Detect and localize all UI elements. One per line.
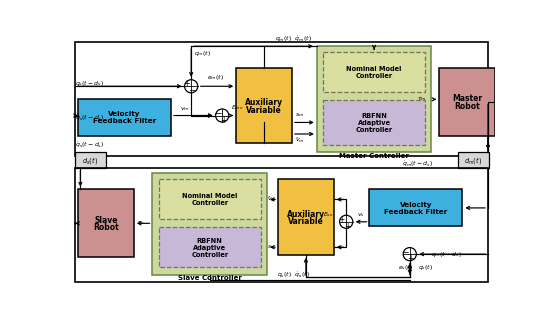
Text: $\tau_m$: $\tau_m$ bbox=[417, 95, 427, 103]
Text: Nominal Model: Nominal Model bbox=[182, 193, 238, 199]
Text: Robot: Robot bbox=[93, 223, 119, 232]
Circle shape bbox=[216, 109, 229, 122]
Text: $v_s$: $v_s$ bbox=[357, 211, 365, 219]
Text: $e_s(t)$: $e_s(t)$ bbox=[398, 263, 412, 272]
Text: $d_m(t)$: $d_m(t)$ bbox=[464, 155, 482, 166]
Bar bbox=[158, 227, 261, 267]
Text: −: − bbox=[214, 109, 221, 118]
Text: $q_m(t)$  $\dot{q}_m(t)$: $q_m(t)$ $\dot{q}_m(t)$ bbox=[275, 34, 312, 44]
Circle shape bbox=[339, 215, 353, 228]
Text: Robot: Robot bbox=[454, 102, 480, 111]
Text: Velocity: Velocity bbox=[108, 111, 141, 117]
Text: $q_m(t)$: $q_m(t)$ bbox=[194, 49, 211, 58]
Text: RBFNN: RBFNN bbox=[361, 113, 387, 119]
Bar bbox=[75, 168, 488, 282]
Text: +: + bbox=[408, 254, 414, 263]
Text: $v_m$: $v_m$ bbox=[180, 105, 190, 113]
Text: $q_m(t-d_s)$: $q_m(t-d_s)$ bbox=[431, 250, 463, 259]
Text: $e_m(t)$: $e_m(t)$ bbox=[207, 73, 224, 82]
Bar bbox=[439, 68, 495, 135]
Text: $s_m$: $s_m$ bbox=[295, 111, 304, 119]
Bar bbox=[458, 152, 489, 168]
Text: $q_s(t-d_s)$: $q_s(t-d_s)$ bbox=[75, 79, 104, 88]
Text: −: − bbox=[188, 86, 196, 95]
Bar bbox=[323, 52, 425, 92]
Text: Feedback Filter: Feedback Filter bbox=[93, 118, 156, 124]
Circle shape bbox=[185, 80, 198, 93]
Text: Feedback Filter: Feedback Filter bbox=[384, 209, 448, 215]
Text: Master Controller: Master Controller bbox=[339, 152, 409, 159]
Circle shape bbox=[403, 247, 416, 261]
Text: −: − bbox=[402, 247, 409, 256]
Bar bbox=[152, 173, 267, 275]
Bar bbox=[236, 68, 292, 143]
Text: $E_{sv}$: $E_{sv}$ bbox=[323, 210, 334, 219]
Bar bbox=[75, 42, 488, 156]
Text: Auxiliary: Auxiliary bbox=[287, 210, 325, 219]
Text: Velocity: Velocity bbox=[400, 202, 432, 208]
Text: Controller: Controller bbox=[355, 127, 393, 133]
Text: $\hat{v}_m$: $\hat{v}_m$ bbox=[295, 135, 305, 145]
Text: $\dot{q}_s(t-d_s)$: $\dot{q}_s(t-d_s)$ bbox=[75, 140, 104, 150]
Bar bbox=[323, 100, 425, 145]
Text: Auxiliary: Auxiliary bbox=[245, 98, 283, 107]
Text: $\dot{q}_s(t-d_s)$: $\dot{q}_s(t-d_s)$ bbox=[75, 114, 104, 123]
Bar bbox=[75, 152, 106, 168]
Text: Master: Master bbox=[452, 94, 482, 103]
Text: $\dot{q}_m(t-d_s)$: $\dot{q}_m(t-d_s)$ bbox=[402, 160, 433, 169]
Bar bbox=[78, 99, 171, 135]
Bar bbox=[370, 189, 463, 226]
Text: $q_s(t)$  $\dot{q}_s(t)$: $q_s(t)$ $\dot{q}_s(t)$ bbox=[277, 270, 310, 280]
Text: Slave Controller: Slave Controller bbox=[178, 275, 242, 281]
Text: $E_{mv}$: $E_{mv}$ bbox=[231, 104, 244, 112]
Text: +: + bbox=[338, 215, 345, 224]
Text: Variable: Variable bbox=[288, 217, 324, 226]
Text: RBFNN: RBFNN bbox=[197, 238, 223, 244]
Text: $d_s(t)$: $d_s(t)$ bbox=[82, 155, 98, 166]
Text: Controller: Controller bbox=[355, 73, 393, 79]
Bar bbox=[317, 46, 431, 152]
Text: $s_s$: $s_s$ bbox=[267, 243, 275, 251]
Text: Adaptive: Adaptive bbox=[358, 120, 390, 126]
Text: Adaptive: Adaptive bbox=[193, 245, 227, 251]
Text: $\tau_s$: $\tau_s$ bbox=[137, 219, 145, 227]
Text: +: + bbox=[183, 80, 190, 89]
Text: +: + bbox=[220, 116, 226, 125]
Text: Slave: Slave bbox=[94, 216, 118, 225]
Text: $q_s(t)$: $q_s(t)$ bbox=[417, 263, 433, 272]
Text: +: + bbox=[344, 222, 350, 231]
Text: $\hat{v}_s$: $\hat{v}_s$ bbox=[267, 195, 275, 204]
Text: Controller: Controller bbox=[191, 200, 228, 206]
Bar bbox=[158, 179, 261, 220]
Text: Controller: Controller bbox=[191, 252, 228, 258]
Text: Nominal Model: Nominal Model bbox=[346, 66, 402, 72]
Bar bbox=[278, 179, 334, 255]
Bar bbox=[78, 189, 134, 257]
Text: Variable: Variable bbox=[246, 106, 282, 115]
